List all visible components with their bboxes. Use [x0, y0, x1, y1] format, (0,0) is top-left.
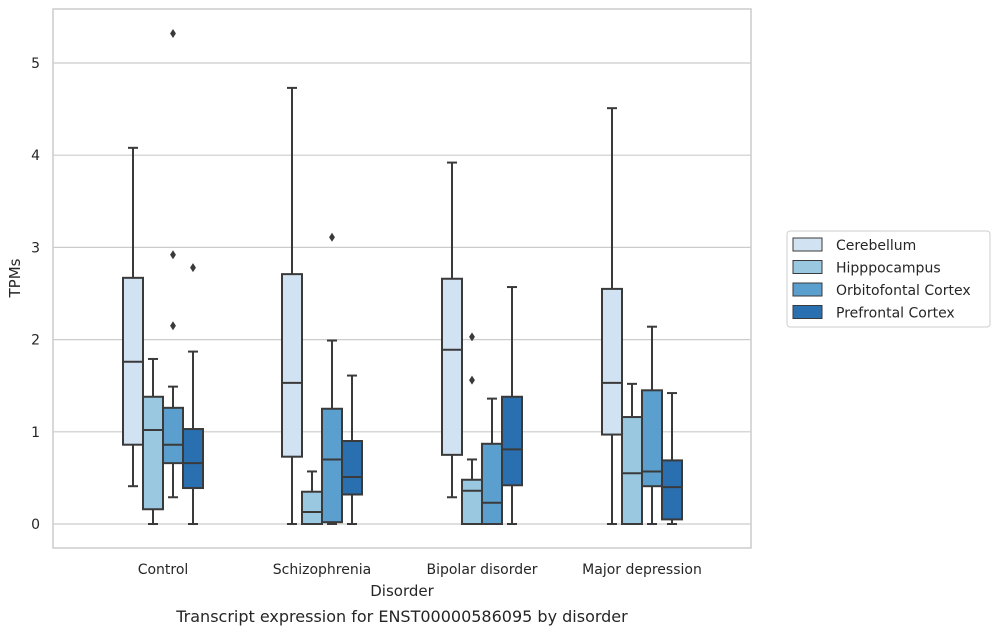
- box-cerebellum: [441, 161, 463, 499]
- box-cerebellum: [281, 86, 303, 525]
- box-marks: [122, 28, 683, 526]
- y-tick-label: 3: [31, 240, 40, 256]
- box-cerebellum: [601, 107, 623, 525]
- legend-label: Orbitofontal Cortex: [836, 283, 971, 299]
- box-iqr: [441, 277, 463, 456]
- box-hipppocampus: [142, 357, 164, 525]
- box-prefrontal-cortex: [182, 263, 204, 525]
- box-iqr: [321, 407, 343, 524]
- legend-frame: [786, 230, 991, 328]
- outlier-point: [190, 263, 196, 273]
- x-tick-label: Major depression: [582, 562, 702, 578]
- box-iqr: [661, 459, 683, 521]
- legend-swatch: [792, 305, 823, 319]
- box-hipppocampus: [461, 458, 483, 525]
- box-iqr: [601, 287, 623, 436]
- box-iqr: [182, 428, 204, 490]
- y-tick-labels: 0 1 2 3 4 5: [31, 56, 40, 533]
- box-iqr: [641, 389, 663, 488]
- legend-label: Prefrontal Cortex: [836, 306, 955, 322]
- outlier-point: [170, 250, 176, 260]
- box-orbitofontal-cortex: [162, 28, 184, 499]
- y-tick-label: 5: [31, 56, 40, 72]
- outlier-point: [329, 232, 335, 242]
- legend: Cerebellum Hipppocampus Orbitofontal Corte…: [786, 230, 991, 328]
- legend-label: Cerebellum: [836, 238, 916, 254]
- box-iqr: [162, 406, 184, 465]
- x-tick-labels: Control Schizophrenia Bipolar disorder Majo…: [138, 562, 702, 578]
- box-iqr: [301, 490, 323, 526]
- box-prefrontal-cortex: [661, 392, 683, 525]
- x-tick-label: Schizophrenia: [273, 562, 371, 578]
- box-prefrontal-cortex: [501, 286, 523, 525]
- y-tick-label: 1: [31, 425, 40, 441]
- y-tick-label: 4: [31, 148, 40, 164]
- box-iqr: [481, 442, 503, 526]
- box-iqr: [341, 440, 363, 496]
- legend-label: Hipppocampus: [836, 261, 941, 277]
- box-prefrontal-cortex: [341, 374, 363, 525]
- outlier-point: [170, 321, 176, 331]
- outlier-point: [469, 332, 475, 342]
- box-iqr: [281, 273, 303, 458]
- y-axis-label: TPMs: [6, 258, 24, 298]
- x-axis-label: Disorder: [370, 582, 434, 600]
- legend-swatch: [792, 282, 823, 297]
- box-iqr: [621, 416, 643, 526]
- box-iqr: [461, 478, 483, 525]
- box-cerebellum: [122, 146, 144, 488]
- box-orbitofontal-cortex: [641, 325, 663, 525]
- outlier-point: [469, 375, 475, 385]
- outlier-point: [170, 28, 176, 38]
- box-iqr: [501, 395, 523, 487]
- chart-caption: Transcript expression for ENST0000058609…: [175, 607, 628, 626]
- x-tick-label: Control: [138, 562, 189, 578]
- box-iqr: [142, 395, 164, 511]
- x-tick-label: Bipolar disorder: [426, 562, 537, 578]
- legend-swatch: [792, 237, 823, 252]
- legend-swatch: [792, 260, 823, 274]
- box-hipppocampus: [621, 382, 643, 526]
- y-tick-label: 2: [31, 333, 40, 349]
- y-tick-label: 0: [31, 517, 40, 533]
